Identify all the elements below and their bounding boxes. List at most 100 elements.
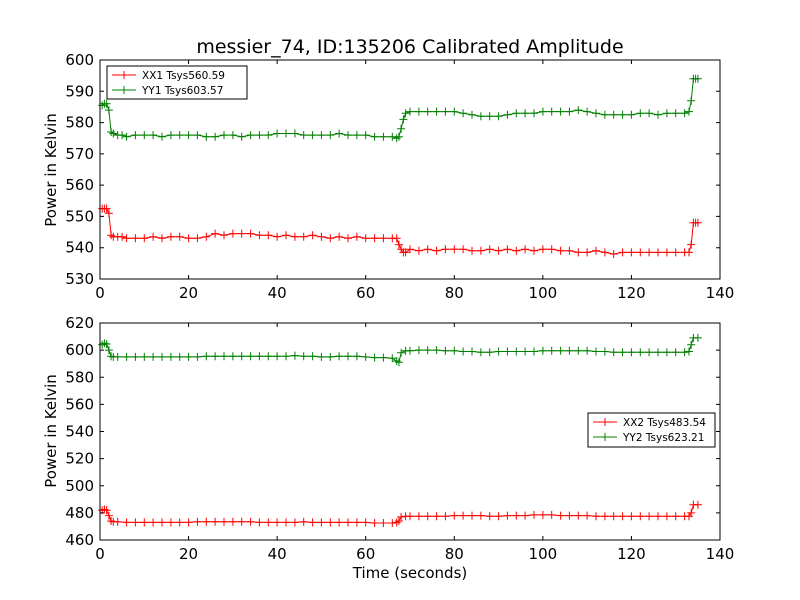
top-series-1-point (220, 131, 228, 140)
top-series-1-point (512, 109, 521, 118)
bottom-legend-label: YY2 Tsys623.21 (622, 432, 704, 444)
top-series-0-point (432, 246, 441, 255)
bottom-series-1-point (102, 340, 111, 348)
top-series-0-point (671, 248, 680, 257)
bottom-series-1-point (476, 348, 485, 357)
top-series-1-point (565, 107, 574, 116)
top-series-1-point (397, 124, 406, 133)
top-series-1-point (406, 107, 414, 116)
bottom-series-0-point (574, 511, 583, 520)
bottom-series-1-point (352, 352, 361, 361)
bottom-y-tick-label: 500 (65, 477, 94, 495)
bottom-series-0-point (556, 511, 565, 520)
bottom-series-1-point (290, 351, 299, 360)
bottom-series-1-point (565, 346, 574, 355)
top-series-1-point (687, 96, 696, 105)
top-y-tick-label: 550 (65, 207, 94, 225)
top-series-1-point (237, 132, 246, 141)
bottom-y-tick-label: 600 (65, 341, 94, 359)
top-series-0-point (662, 248, 671, 257)
top-series-0-point (370, 234, 379, 243)
top-series-1-point (583, 107, 592, 116)
bottom-series-1-point (361, 352, 370, 361)
bottom-series-0-point (352, 518, 361, 527)
bottom-series-0-point (166, 518, 175, 527)
top-series-0-point (299, 232, 308, 241)
top-series-1-point (255, 131, 264, 140)
top-series-1-point (574, 106, 583, 115)
top-series-1-point (246, 131, 255, 140)
chart-title: messier_74, ID:135206 Calibrated Amplitu… (196, 36, 623, 58)
bottom-series-1-point (547, 346, 556, 355)
bottom-series-0-point (547, 510, 556, 519)
bottom-series-0-point (414, 512, 423, 521)
top-series-0-point (344, 234, 352, 243)
bottom-series-1-point (388, 354, 397, 363)
bottom-series-0-point (149, 518, 158, 527)
top-series-0-point (583, 248, 592, 257)
bottom-series-0-point (627, 512, 636, 521)
top-series-1-point (485, 112, 494, 121)
top-series-0-point (273, 232, 282, 241)
bottom-series-0-point (211, 517, 220, 526)
top-series-0-point (687, 240, 696, 249)
bottom-series-0-point (512, 511, 521, 520)
top-series-0-point (184, 234, 193, 243)
bottom-series-1-point (538, 346, 547, 355)
top-series-0-point (290, 232, 299, 241)
top-series-0-point (352, 232, 361, 241)
bottom-series-1-point (308, 352, 317, 361)
bottom-legend-label: XX2 Tsys483.54 (623, 417, 706, 429)
top-y-tick-label: 580 (65, 114, 94, 132)
top-series-1-point (394, 132, 403, 141)
bottom-series-0-point (459, 511, 468, 520)
top-series-1-point (317, 131, 326, 140)
top-series-0-point (392, 234, 401, 243)
bottom-x-tick-label: 140 (706, 545, 735, 563)
bottom-series-0-point (636, 512, 645, 521)
top-series-1-point (636, 109, 645, 118)
top-series-1-point (414, 107, 423, 116)
top-series-0-point (237, 229, 246, 238)
bottom-series-1-point (521, 347, 530, 356)
top-series-1-point (547, 107, 556, 116)
bottom-series-0-point (228, 517, 237, 526)
bottom-series-0-point (592, 512, 600, 521)
bottom-series-0 (98, 500, 702, 527)
top-series-1-point (432, 107, 441, 116)
top-series-1-point (370, 132, 379, 141)
top-series-0-point (556, 246, 565, 255)
bottom-series-0-point (468, 511, 476, 520)
bottom-series-0-point (326, 518, 335, 527)
top-series-1-point (450, 107, 459, 116)
bottom-y-tick-label: 480 (65, 504, 94, 522)
top-series-1-point (140, 131, 149, 140)
top-series-1-point (102, 99, 111, 108)
bottom-series-0-point (609, 512, 618, 521)
top-series-0-point (592, 246, 600, 255)
top-series-1-point (228, 131, 237, 140)
bottom-series-0-point (104, 511, 113, 520)
top-series-1-point (361, 131, 370, 140)
bottom-series-1-point (370, 353, 379, 362)
top-series-1-point (158, 132, 166, 141)
bottom-series-0-point (671, 512, 680, 521)
top-series-1-point (530, 109, 538, 118)
bottom-series-0-point (654, 512, 662, 521)
bottom-x-tick-label: 40 (268, 545, 287, 563)
top-series-1-point (335, 129, 344, 138)
top-series-1-point (592, 109, 600, 118)
top-series-0-point (246, 229, 255, 238)
bottom-series-1-point (468, 347, 476, 356)
bottom-series-0-point (220, 517, 228, 526)
bottom-series-0-point (246, 517, 255, 526)
top-legend-swatch (112, 86, 136, 94)
top-series-1-point (627, 110, 636, 119)
top-series-0-point (468, 246, 476, 255)
bottom-series-1-point (184, 352, 193, 361)
bottom-series-1-point (627, 348, 636, 357)
top-series-0-point (361, 234, 370, 243)
top-series-0-point (379, 234, 388, 243)
top-series-0-point (574, 248, 583, 257)
bottom-plot-panel: 0 20 40 60 80 100 120 140 460 480 500 520 540 560 580 6… (65, 314, 734, 563)
